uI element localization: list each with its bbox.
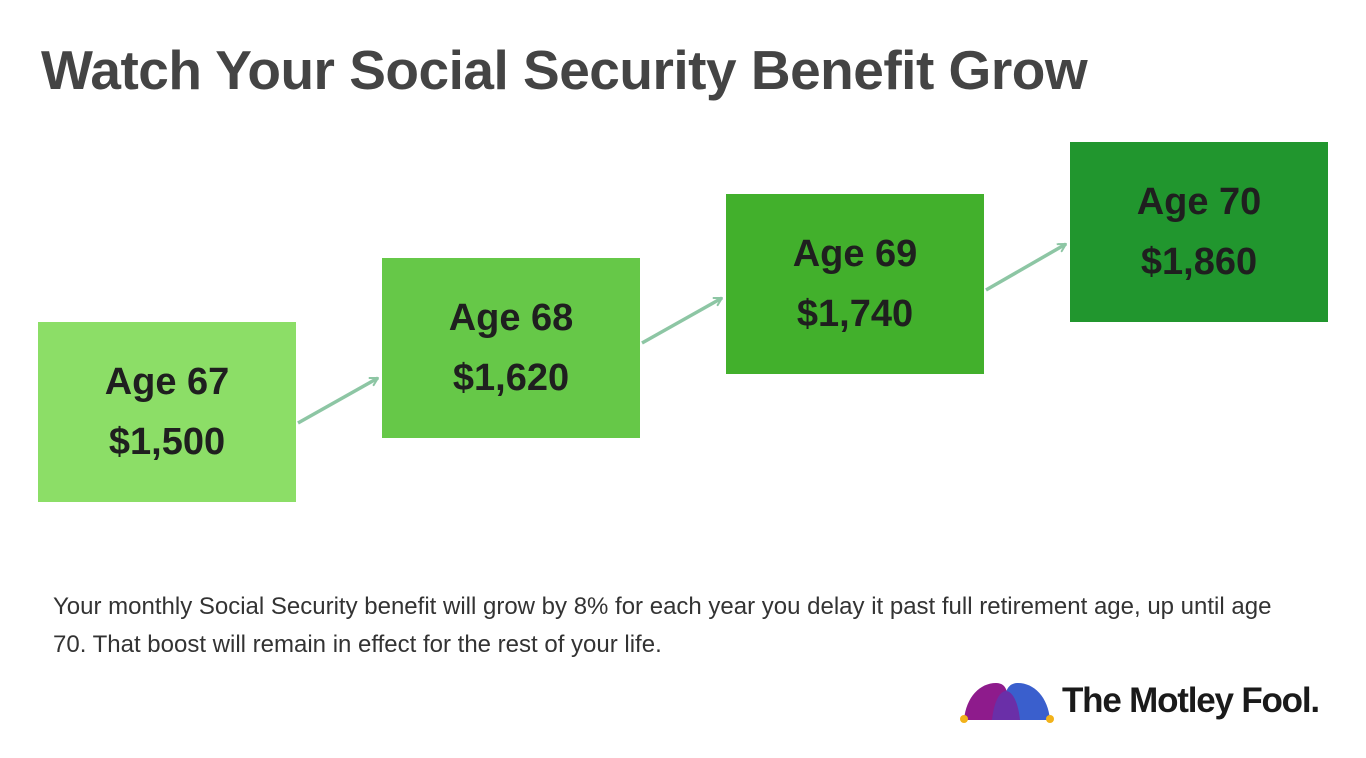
step-benefit-amount: $1,740 [796,293,914,335]
step-age-label: Age 67 [104,361,230,403]
step-box-age-68: Age 68 $1,620 [382,258,640,438]
motley-fool-logo: The Motley Fool. [958,675,1320,727]
step-benefit-amount: $1,620 [452,357,570,399]
step-box-age-69: Age 69 $1,740 [726,194,984,374]
step-benefit-amount: $1,500 [108,421,226,463]
jester-hat-icon [960,683,1054,723]
arrow-68-to-69 [641,296,722,345]
arrow-67-to-68 [297,376,378,425]
step-age-label: Age 70 [1136,181,1262,223]
step-age-label: Age 68 [448,297,574,339]
step-benefit-amount: $1,860 [1140,241,1258,283]
arrow-69-to-70 [985,242,1066,292]
step-age-label: Age 69 [792,233,918,275]
explanation-caption: Your monthly Social Security benefit wil… [53,593,1272,658]
step-box-age-67: Age 67 $1,500 [38,322,296,502]
step-box-age-70: Age 70 $1,860 [1070,142,1328,322]
logo-wordmark: The Motley Fool. [1062,681,1320,720]
page-title: Watch Your Social Security Benefit Grow [41,39,1088,101]
